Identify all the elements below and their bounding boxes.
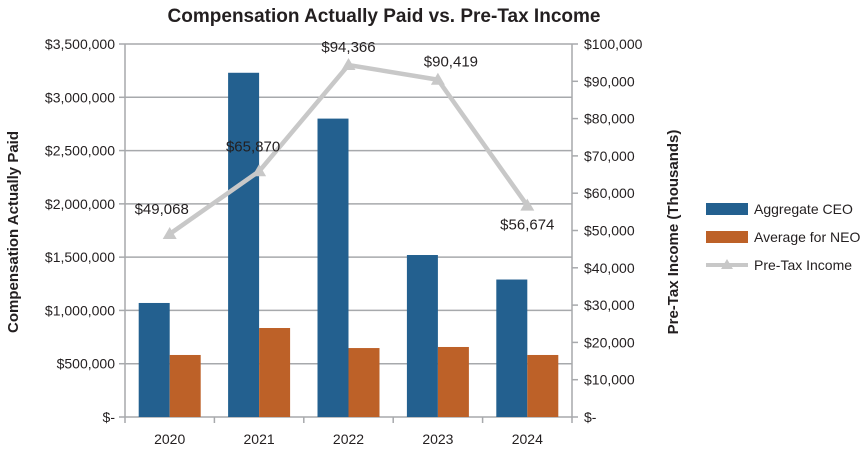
legend-label: Pre-Tax Income bbox=[754, 257, 852, 273]
x-tick-label: 2023 bbox=[422, 431, 453, 447]
data-label: $94,366 bbox=[321, 39, 375, 56]
y2-axis-title: Pre-Tax Income (Thousands) bbox=[665, 130, 682, 335]
line-marker bbox=[520, 198, 535, 211]
y-tick-label: $- bbox=[103, 409, 116, 425]
y2-tick-label: $60,000 bbox=[584, 185, 635, 201]
y-tick-label: $2,000,000 bbox=[45, 196, 115, 212]
data-label: $90,419 bbox=[424, 54, 478, 71]
bar-average-for-neo bbox=[169, 354, 201, 417]
y2-tick-label: $80,000 bbox=[584, 111, 635, 127]
chart-title: Compensation Actually Paid vs. Pre-Tax I… bbox=[168, 6, 601, 27]
y-tick-label: $1,500,000 bbox=[45, 249, 115, 265]
bar-average-for-neo bbox=[527, 354, 559, 417]
y-axis-title: Compensation Actually Paid bbox=[5, 131, 22, 333]
data-label: $56,674 bbox=[500, 217, 554, 234]
line-marker bbox=[341, 58, 356, 71]
legend-label: Average for NEO bbox=[754, 229, 860, 245]
y-tick-label: $3,500,000 bbox=[45, 36, 115, 52]
bar-average-for-neo bbox=[259, 328, 291, 417]
y2-tick-label: $40,000 bbox=[584, 260, 635, 276]
line-marker bbox=[162, 226, 177, 239]
y-tick-label: $3,000,000 bbox=[45, 89, 115, 105]
bar-average-for-neo bbox=[437, 346, 469, 417]
legend-swatch bbox=[706, 203, 748, 215]
y2-tick-label: $100,000 bbox=[584, 36, 643, 52]
bar-average-for-neo bbox=[348, 348, 380, 417]
line-marker bbox=[252, 164, 267, 177]
legend-marker bbox=[721, 259, 733, 269]
data-labels: $49,068 $65,870 $94,366 $90,419 $56,674 bbox=[135, 39, 555, 234]
y-tick-label: $500,000 bbox=[57, 356, 116, 372]
y-tick-label: $1,000,000 bbox=[45, 302, 115, 318]
data-label: $65,870 bbox=[226, 138, 280, 155]
x-tick-label: 2021 bbox=[244, 431, 275, 447]
legend: Aggregate CEO Average for NEO Pre-Tax Inco… bbox=[706, 201, 860, 273]
bar-aggregate-ceo bbox=[406, 255, 438, 417]
y2-tick-label: $10,000 bbox=[584, 372, 635, 388]
legend-label: Aggregate CEO bbox=[754, 201, 853, 217]
data-label: $49,068 bbox=[135, 201, 189, 218]
bar-aggregate-ceo bbox=[228, 72, 260, 417]
line-marker bbox=[430, 72, 445, 85]
bars bbox=[138, 72, 559, 417]
bar-aggregate-ceo bbox=[496, 279, 528, 417]
y2-tick-label: $- bbox=[584, 409, 597, 425]
pre-tax-income-line bbox=[162, 58, 535, 239]
legend-swatch bbox=[706, 231, 748, 243]
y2-tick-label: $50,000 bbox=[584, 223, 635, 239]
y-tick-label: $2,500,000 bbox=[45, 143, 115, 159]
x-tick-label: 2020 bbox=[154, 431, 185, 447]
x-tick-label: 2022 bbox=[333, 431, 364, 447]
y2-tick-label: $20,000 bbox=[584, 334, 635, 350]
y2-tick-label: $90,000 bbox=[584, 73, 635, 89]
y2-tick-label: $70,000 bbox=[584, 148, 635, 164]
bar-aggregate-ceo bbox=[138, 302, 170, 417]
axes: $- $500,000 $1,000,000 $1,500,000 $2,000,000… bbox=[45, 36, 643, 447]
bar-aggregate-ceo bbox=[317, 118, 349, 417]
x-tick-label: 2024 bbox=[512, 431, 543, 447]
y2-tick-label: $30,000 bbox=[584, 297, 635, 313]
